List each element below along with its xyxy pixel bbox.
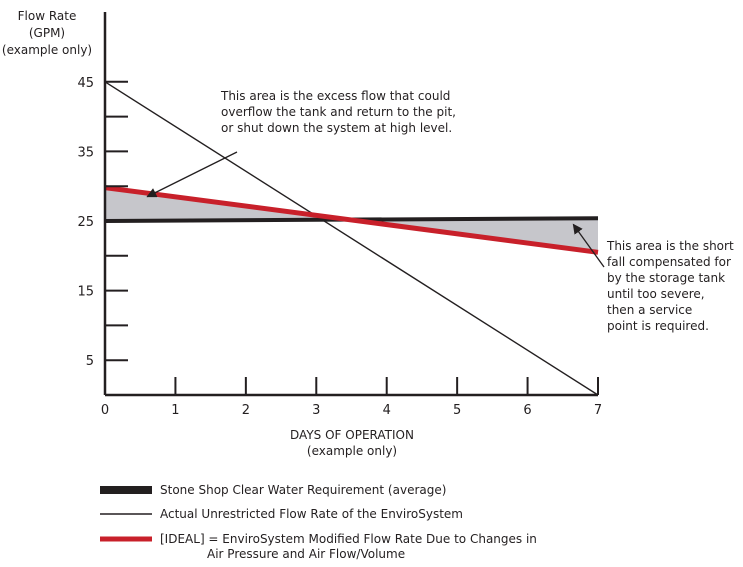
y-axis-title-line-3: (example only) xyxy=(2,43,92,57)
annotation-shortfall-line: point is required. xyxy=(607,319,709,333)
y-tick-label: 25 xyxy=(77,215,94,230)
x-axis-title-line-2: (example only) xyxy=(307,444,397,458)
x-tick-label: 3 xyxy=(312,403,320,418)
x-axis-title: DAYS OF OPERATION (example only) xyxy=(290,428,414,458)
y-tick-label: 35 xyxy=(77,145,94,160)
annotation-excess-line: overflow the tank and return to the pit, xyxy=(221,105,456,119)
y-tick-label: 5 xyxy=(86,354,94,369)
legend-label-red: Air Pressure and Air Flow/Volume xyxy=(207,547,405,561)
annotation-shortfall-line: by the storage tank xyxy=(607,271,725,285)
annotation-excess-line: This area is the excess flow that could xyxy=(220,89,450,103)
annotation-shortfall-line: until too severe, xyxy=(607,287,705,301)
legend-label-thick: Stone Shop Clear Water Requirement (aver… xyxy=(160,483,446,497)
annotation-shortfall-line: then a service xyxy=(607,303,692,317)
annotations: This area is the excess flow that could o… xyxy=(146,89,734,333)
legend-label-thin: Actual Unrestricted Flow Rate of the Env… xyxy=(160,507,463,521)
x-tick-label: 1 xyxy=(171,403,179,418)
annotation-excess-line: or shut down the system at high level. xyxy=(221,121,452,135)
x-tick-label: 6 xyxy=(523,403,531,418)
y-tick-label: 45 xyxy=(77,76,94,91)
annotation-shortfall-line: fall compensated for xyxy=(607,255,731,269)
annotation-shortfall-line: This area is the short xyxy=(606,239,734,253)
x-tick-label: 0 xyxy=(101,403,109,418)
x-tick-label: 4 xyxy=(383,403,391,418)
legend-label-red: [IDEAL] = EnviroSystem Modified Flow Rat… xyxy=(160,532,537,546)
y-axis-title-line-1: Flow Rate xyxy=(18,9,77,23)
series-line-ideal xyxy=(104,185,599,255)
legend: Stone Shop Clear Water Requirement (aver… xyxy=(100,483,537,561)
y-tick-label: 15 xyxy=(77,285,94,300)
annotation-excess-arrow xyxy=(146,151,238,198)
x-tick-label: 7 xyxy=(594,403,602,418)
y-axis-title-line-2: (GPM) xyxy=(29,26,65,40)
annotation-shortfall-arrow xyxy=(572,223,605,268)
series-line-unrestricted xyxy=(104,81,599,396)
x-tick-label: 5 xyxy=(453,403,461,418)
x-axis-title-line-1: DAYS OF OPERATION xyxy=(290,428,414,442)
y-axis-title: Flow Rate (GPM) (example only) xyxy=(2,9,92,57)
series-lines xyxy=(104,81,599,396)
x-tick-label: 2 xyxy=(242,403,250,418)
